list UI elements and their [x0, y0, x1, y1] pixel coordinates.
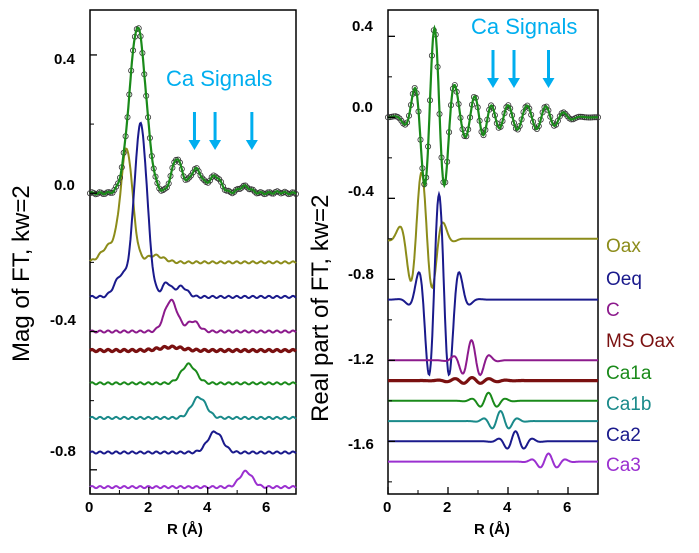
right-ytick-0: 0.4 [352, 18, 374, 35]
left-component-line-oax [89, 147, 297, 265]
left-component-line-oeq [89, 121, 297, 300]
right-ca-arrows [487, 50, 555, 88]
left-data-point [188, 172, 195, 179]
left-y-axis-title: Mag of FT, kw=2 [8, 185, 35, 362]
left-ytick-0: 0.4 [54, 51, 76, 68]
left-x-axis-title: R (Å) [167, 521, 203, 538]
left-plot-frame [89, 9, 297, 495]
right-ca-signals-annotation: Ca Signals [471, 14, 577, 39]
right-arrow-head-0 [487, 78, 499, 88]
right-component-line-ca2 [388, 430, 598, 450]
left-component-line-ca2 [89, 430, 297, 455]
right-ytick-3: -0.8 [348, 266, 374, 283]
panel-real-part: 0.4 0.0 -0.4 -0.8 -1.2 -1.6 0 2 4 6 R (Å… [307, 9, 675, 538]
left-ca-signals-annotation: Ca Signals [166, 66, 272, 91]
left-xtick-1: 2 [144, 499, 152, 516]
left-data-point [292, 190, 299, 197]
right-ytick-5: -1.6 [348, 436, 374, 453]
left-ytick-1: 0.0 [54, 177, 75, 194]
left-xtick-3: 6 [262, 499, 270, 516]
label-ca3: Ca3 [606, 455, 641, 476]
right-data-point [564, 113, 571, 120]
left-data-point [186, 174, 193, 181]
right-component-line-ca1b [388, 409, 598, 430]
right-ytick-1: 0.0 [352, 99, 373, 116]
left-ca-arrows [188, 112, 258, 150]
left-data-point [251, 188, 258, 195]
label-oeq: Oeq [606, 269, 642, 290]
right-component-line-ca1a [388, 391, 598, 408]
left-component-line-ms-oax [89, 344, 298, 354]
left-component-line-ca3 [89, 469, 297, 490]
left-ticks-group [89, 54, 268, 494]
left-data-point [244, 184, 251, 191]
right-component-line-oax [387, 170, 598, 290]
left-data-point [189, 169, 196, 176]
left-ytick-3: -0.8 [50, 443, 76, 460]
right-ytick-4: -1.2 [348, 351, 374, 368]
label-ms-oax: MS Oax [606, 331, 675, 352]
left-series-group [87, 25, 299, 490]
left-data-point [214, 174, 221, 181]
left-arrow-head-2 [245, 140, 258, 150]
panel-magnitude: 0.4 0.0 -0.4 -0.8 0 2 4 6 R (Å) Mag of F… [8, 9, 299, 538]
left-xtick-2: 4 [203, 499, 212, 516]
label-ca1b: Ca1b [606, 394, 651, 415]
right-series-group [384, 24, 602, 469]
right-plot-frame [387, 9, 599, 495]
right-x-axis-title: R (Å) [474, 521, 510, 538]
right-arrow-head-2 [542, 78, 555, 88]
left-component-line-c [89, 298, 297, 334]
left-component-line-ca1a [89, 362, 297, 386]
left-ytick-2: -0.4 [50, 312, 77, 329]
right-ytick-2: -0.4 [348, 183, 375, 200]
left-component-line-ca1b [89, 395, 297, 421]
left-data-point [193, 165, 200, 172]
right-data-point [514, 126, 521, 133]
right-xtick-2: 4 [503, 499, 512, 516]
right-xtick-1: 2 [443, 499, 451, 516]
left-arrow-head-0 [188, 140, 201, 150]
right-component-line-ms-oax [388, 375, 598, 385]
left-fit-line [89, 26, 297, 196]
label-ca1a: Ca1a [606, 363, 652, 384]
right-arrow-head-1 [508, 78, 520, 88]
right-data-point [505, 102, 512, 109]
left-arrow-head-1 [209, 140, 222, 150]
right-xtick-0: 0 [383, 499, 391, 516]
left-data-point [208, 174, 215, 181]
label-ca2: Ca2 [606, 425, 641, 446]
left-data-point [111, 186, 118, 193]
right-fit-line [388, 24, 598, 189]
left-data-point [206, 177, 213, 184]
right-data-point [480, 132, 487, 139]
left-data-point [113, 183, 120, 190]
right-component-line-ca3 [388, 452, 598, 469]
right-component-line-oeq [388, 190, 598, 377]
left-xtick-0: 0 [85, 499, 93, 516]
left-data-point [161, 185, 168, 192]
right-xtick-3: 6 [563, 499, 571, 516]
left-data-point [199, 175, 206, 182]
label-c: C [606, 300, 620, 321]
right-data-point [402, 121, 409, 128]
label-oax: Oax [606, 236, 641, 257]
right-ticks-group [387, 35, 569, 494]
right-y-axis-title: Real part of FT, kw=2 [307, 195, 334, 422]
right-component-line-c [388, 338, 598, 377]
